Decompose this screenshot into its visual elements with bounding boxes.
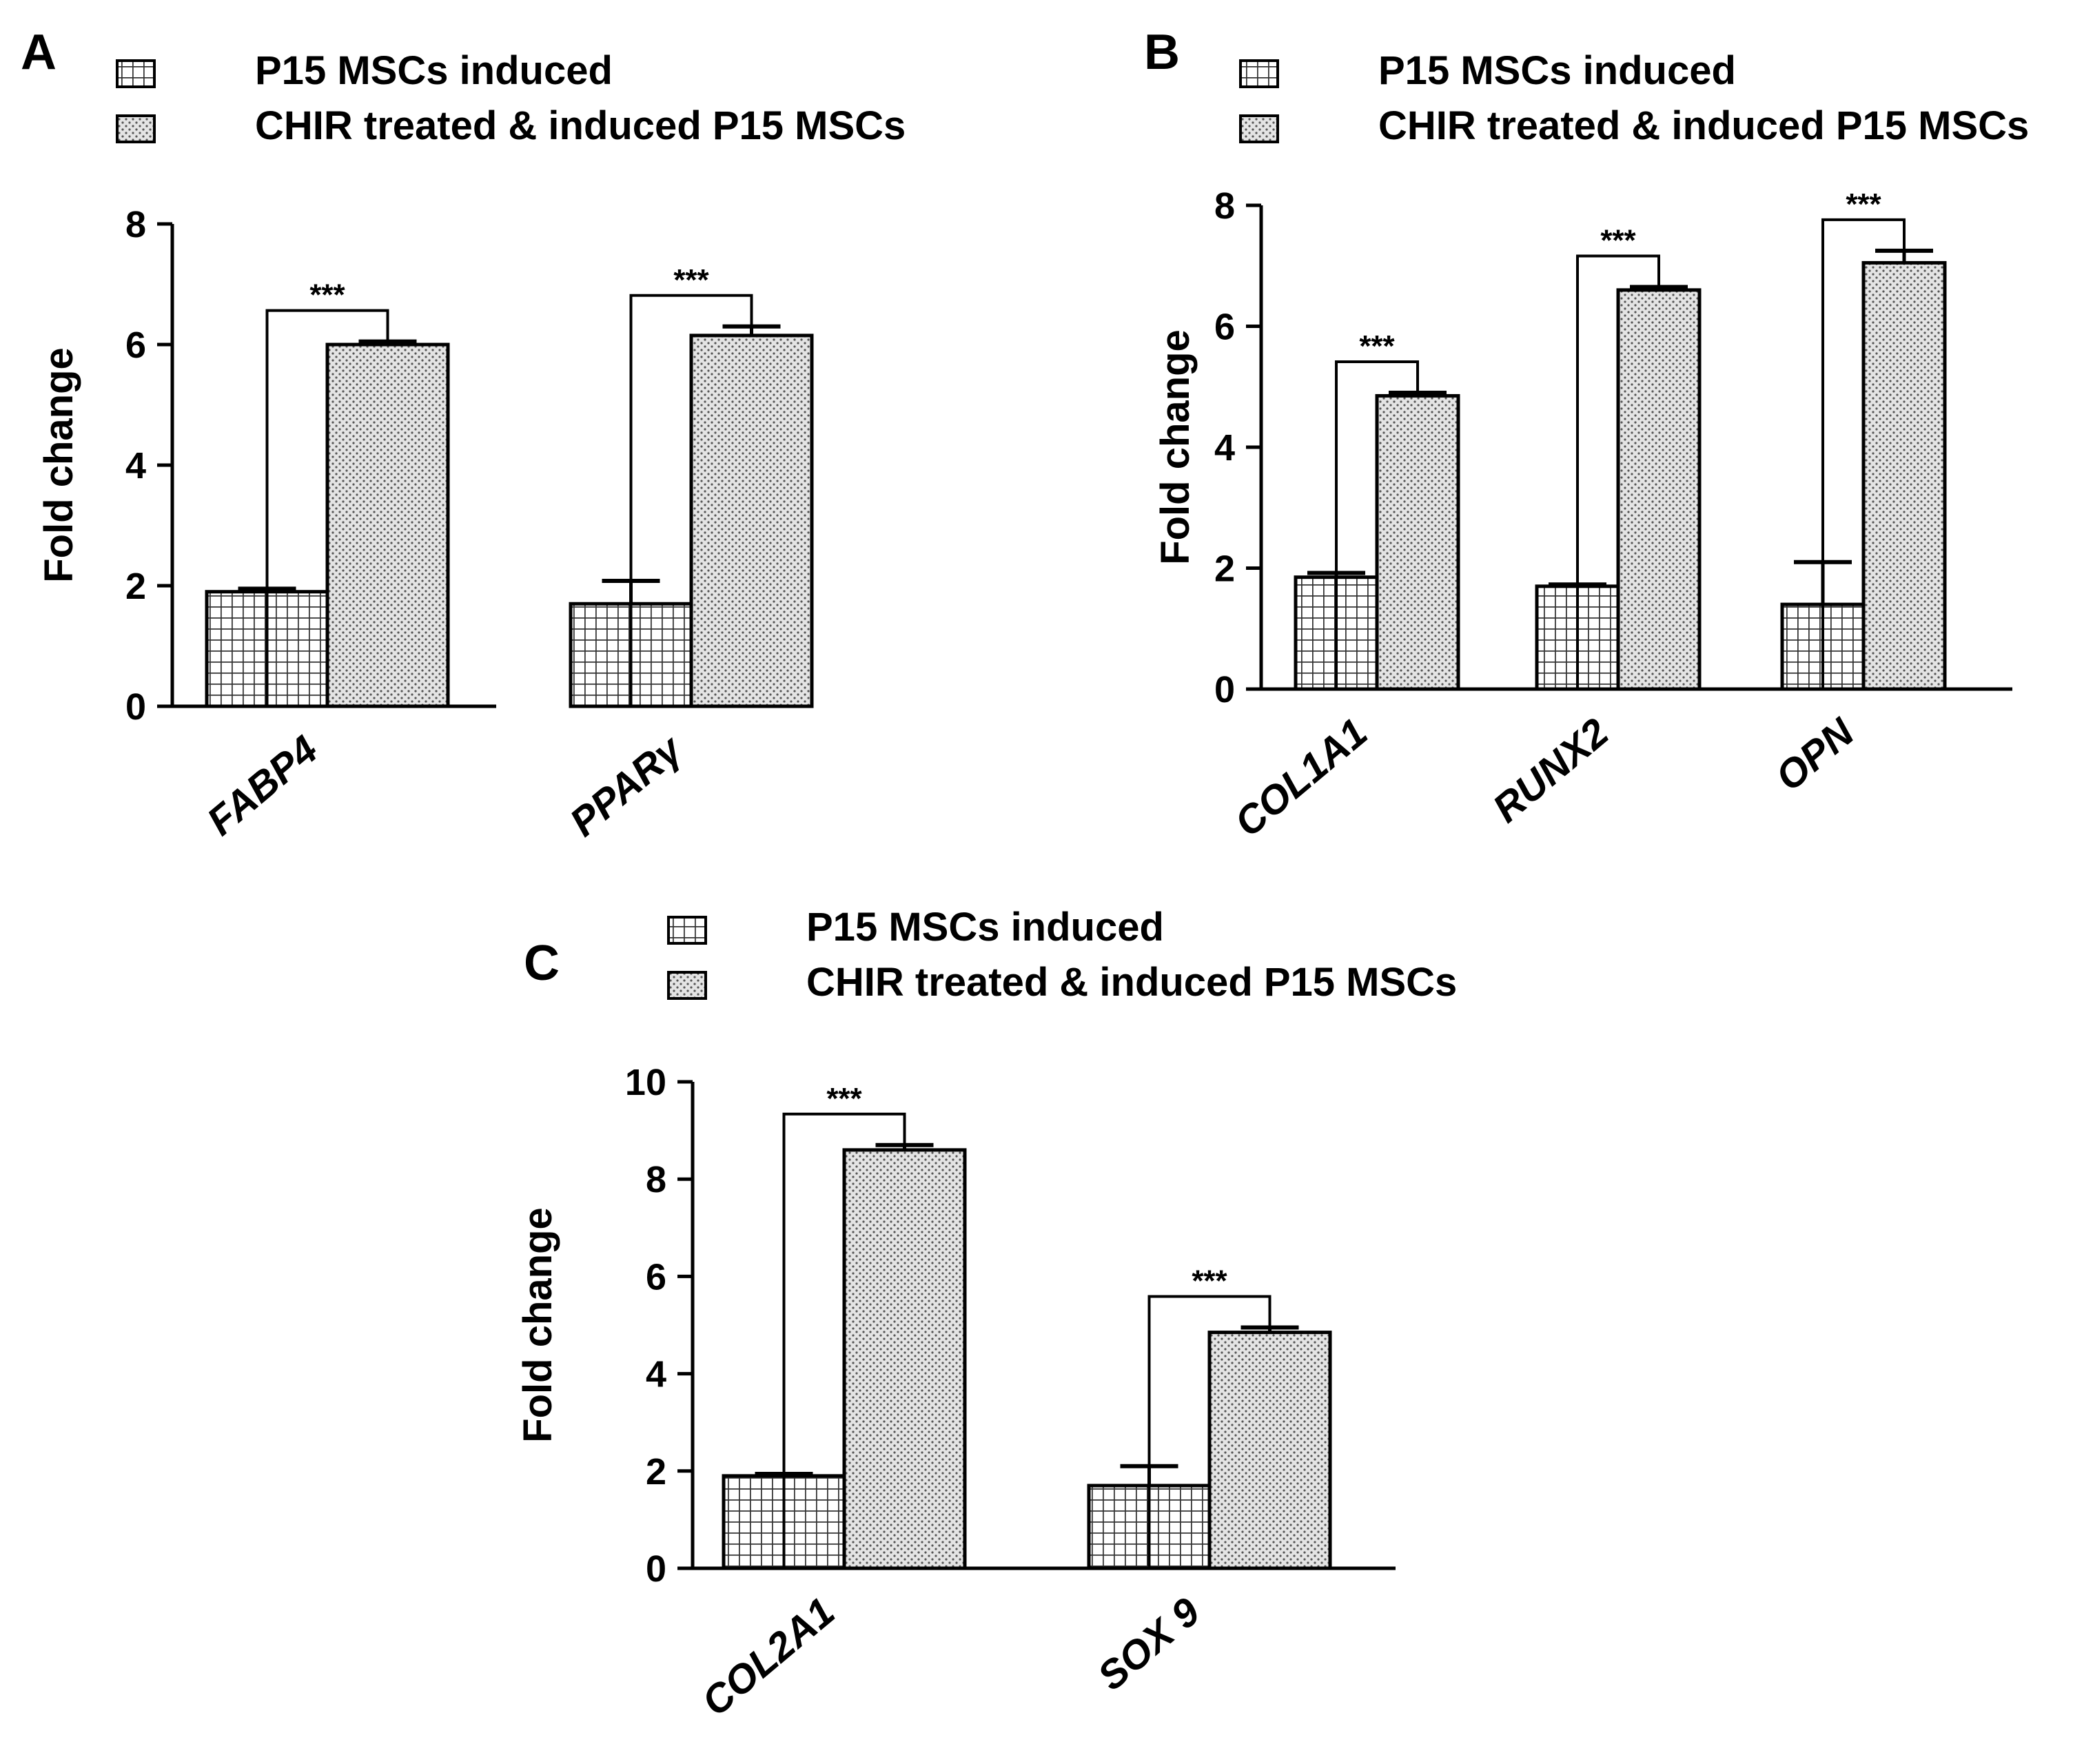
legend-swatch-2 [116, 114, 156, 143]
y-tick-label: 0 [1214, 669, 1235, 710]
significance-label: *** [826, 1082, 862, 1116]
y-tick-label: 10 [625, 1062, 666, 1103]
chart-panel-c: C P15 MSCs induced CHIR treated & induced … [515, 905, 1457, 1725]
y-tick-label: 2 [646, 1451, 666, 1493]
significance-bracket [265, 309, 389, 706]
bar-sox9-series2 [1207, 1331, 1332, 1570]
y-tick-label: 4 [1214, 427, 1235, 469]
significance-bracket [782, 1112, 906, 1568]
legend: P15 MSCs induced CHIR treated & induced P… [1239, 48, 2029, 148]
significance-label: *** [1192, 1264, 1227, 1298]
legend-swatch-2 [1239, 114, 1279, 143]
significance-label: *** [1846, 187, 1881, 221]
bar-ppar-series2 [689, 334, 814, 708]
y-tick-label: 6 [646, 1256, 666, 1298]
y-axis-label: Fold change [37, 347, 81, 583]
y-tick-label: 2 [1214, 548, 1235, 590]
significance-label: *** [1600, 223, 1636, 257]
legend-swatch-1 [116, 59, 156, 88]
y-tick-label: 4 [125, 445, 146, 486]
bar-col1a1-series2 [1375, 393, 1460, 691]
legend-label-1: P15 MSCs induced [1378, 48, 1736, 93]
legend-label-1: P15 MSCs induced [806, 905, 1164, 950]
bar-opn-series2 [1861, 260, 1947, 691]
x-tick-label: COL1A1 [1226, 710, 1376, 845]
error-bar [1875, 248, 1933, 263]
x-tick-label: FABP4 [198, 727, 326, 844]
x-tick-label: RUNX2 [1484, 710, 1617, 831]
y-tick-label: 8 [646, 1159, 666, 1200]
significance-bracket [1335, 360, 1419, 689]
chart-panel-b: B P15 MSCs induced CHIR treated & induced … [1144, 25, 2029, 845]
legend-swatch-2 [667, 971, 707, 1000]
panels: A P15 MSCs induced CHIR treated & induced … [21, 25, 2029, 1725]
significance-label: *** [309, 278, 345, 312]
significance-bracket [629, 294, 753, 706]
y-tick-label: 6 [125, 325, 146, 366]
x-tick-label: COL2A1 [693, 1589, 843, 1725]
panel-letter: C [524, 936, 560, 991]
bar-fabp4-series2 [325, 342, 450, 708]
legend-label-2: CHIR treated & induced P15 MSCs [255, 103, 906, 148]
bar-col2a1-series2 [842, 1148, 967, 1570]
y-tick-label: 0 [646, 1548, 666, 1590]
legend-label-2: CHIR treated & induced P15 MSCs [1378, 103, 2029, 148]
y-tick-label: 0 [125, 686, 146, 728]
significance-bracket [1821, 218, 1906, 689]
legend: P15 MSCs induced CHIR treated & induced P… [116, 48, 906, 148]
y-tick-label: 4 [646, 1354, 666, 1395]
legend-label-2: CHIR treated & induced P15 MSCs [806, 960, 1457, 1005]
panel-letter: B [1144, 25, 1180, 80]
panel-letter: A [21, 25, 57, 80]
chart-panel-a: A P15 MSCs induced CHIR treated & induced … [21, 25, 906, 845]
significance-bracket [1147, 1295, 1272, 1568]
significance-label: *** [1359, 329, 1395, 363]
bar-runx2-series2 [1616, 288, 1702, 691]
y-tick-label: 8 [1214, 185, 1235, 227]
x-tick-label: OPN [1767, 709, 1863, 799]
legend-label-1: P15 MSCs induced [255, 48, 613, 93]
legend: P15 MSCs induced CHIR treated & induced P… [667, 905, 1457, 1005]
y-tick-label: 2 [125, 566, 146, 607]
y-axis-label: Fold change [515, 1207, 560, 1443]
x-tick-label: PPARγ [562, 726, 692, 845]
legend-swatch-1 [1239, 59, 1279, 88]
x-tick-label: SOX 9 [1090, 1589, 1209, 1699]
significance-bracket [1576, 254, 1660, 689]
y-tick-label: 6 [1214, 307, 1235, 348]
legend-swatch-1 [667, 916, 707, 945]
y-tick-label: 8 [125, 204, 146, 245]
significance-label: *** [673, 263, 709, 297]
y-axis-label: Fold change [1153, 329, 1198, 565]
